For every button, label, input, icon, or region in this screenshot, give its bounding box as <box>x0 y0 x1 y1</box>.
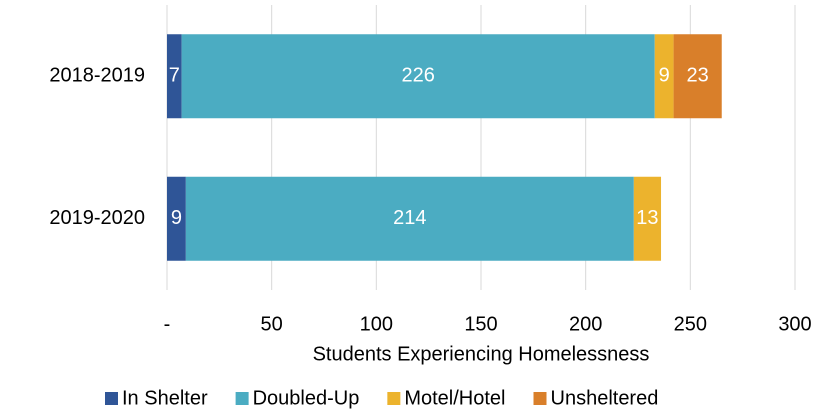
data-label: 226 <box>402 65 435 87</box>
bar-segment <box>167 34 182 119</box>
x-tick-label: 150 <box>464 313 497 335</box>
x-tick-label: 250 <box>674 313 707 335</box>
x-tick-label: 300 <box>778 313 811 335</box>
legend-swatch <box>533 392 547 405</box>
legend-label: Motel/Hotel <box>404 387 505 409</box>
x-tick-label: - <box>164 313 171 335</box>
data-label: 13 <box>636 207 658 229</box>
legend-swatch <box>105 392 118 405</box>
bar-segment <box>633 176 662 261</box>
x-tick-label: 100 <box>360 313 393 335</box>
data-label: 7 <box>169 65 180 87</box>
bar-segment <box>654 34 674 119</box>
data-label: 9 <box>171 207 182 229</box>
bar-segment <box>673 34 722 119</box>
bar-segment <box>167 176 186 261</box>
legend-label: Doubled-Up <box>253 387 360 409</box>
legend-swatch <box>235 392 249 405</box>
legend-label: Unsheltered <box>551 387 659 409</box>
bar-segment <box>185 176 634 261</box>
data-label: 9 <box>659 65 670 87</box>
y-tick-label: 2019-2020 <box>49 207 145 229</box>
legend-swatch <box>387 392 401 405</box>
x-tick-label: 50 <box>261 313 283 335</box>
legend-label: In Shelter <box>122 387 208 409</box>
y-tick-label: 2018-2019 <box>49 65 145 87</box>
x-tick-label: 200 <box>569 313 602 335</box>
data-label: 214 <box>393 207 426 229</box>
x-axis-title: Students Experiencing Homelessness <box>313 343 650 365</box>
data-label: 23 <box>687 65 709 87</box>
bar-segment <box>181 34 655 119</box>
